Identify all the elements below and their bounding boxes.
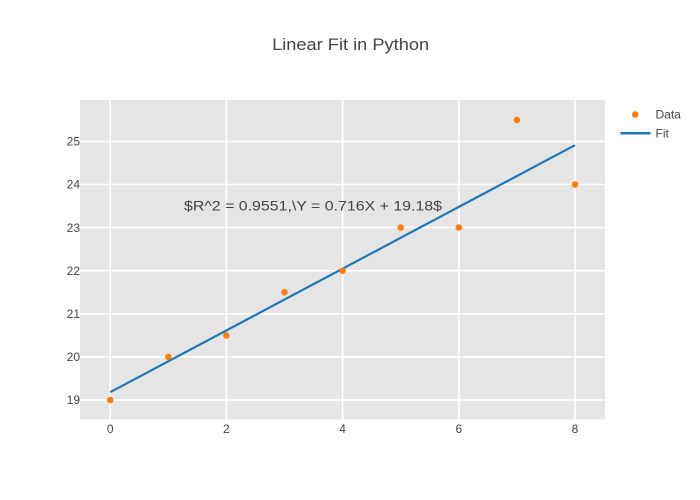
svg-text:Data: Data bbox=[656, 108, 682, 122]
svg-text:22: 22 bbox=[67, 264, 81, 278]
svg-text:4: 4 bbox=[339, 422, 346, 436]
svg-text:Linear Fit in Python: Linear Fit in Python bbox=[272, 35, 429, 54]
svg-text:Fit: Fit bbox=[656, 126, 670, 140]
svg-text:19: 19 bbox=[67, 393, 81, 407]
svg-text:24: 24 bbox=[67, 178, 81, 192]
svg-text:0: 0 bbox=[107, 422, 114, 436]
svg-text:20: 20 bbox=[67, 350, 81, 364]
svg-text:21: 21 bbox=[67, 307, 81, 321]
svg-text:6: 6 bbox=[455, 422, 462, 436]
svg-text:8: 8 bbox=[572, 422, 579, 436]
svg-text:23: 23 bbox=[67, 221, 81, 235]
svg-text:$R^2 = 0.9551,\Y = 0.716X + 19: $R^2 = 0.9551,\Y = 0.716X + 19.18$ bbox=[184, 198, 442, 214]
svg-text:25: 25 bbox=[67, 135, 81, 149]
svg-text:2: 2 bbox=[223, 422, 230, 436]
